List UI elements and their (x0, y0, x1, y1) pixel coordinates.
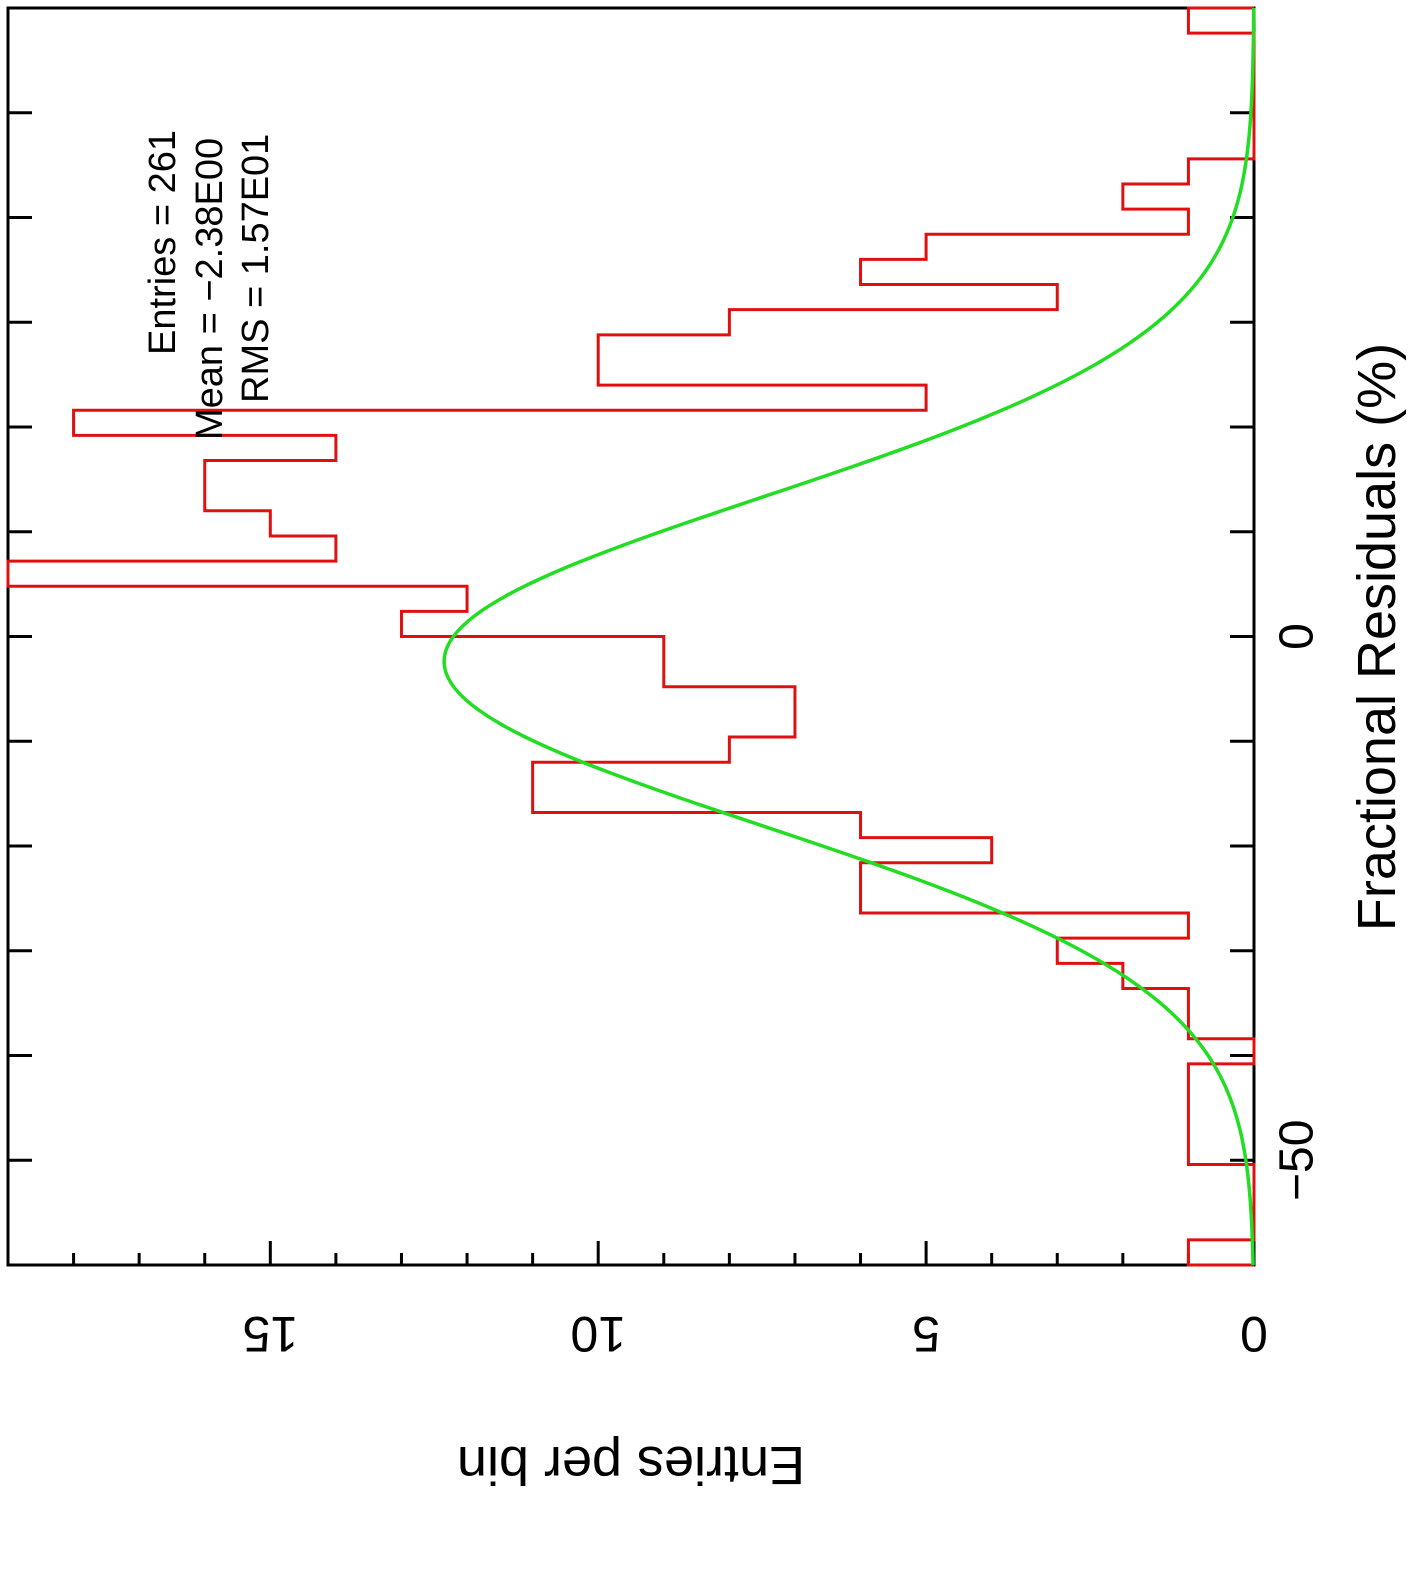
stats-mean: Mean = −2.38E00 (189, 138, 231, 440)
y-tick-label: 5 (912, 1306, 940, 1362)
y-tick-label: 10 (570, 1306, 626, 1362)
y-tick-label: 0 (1240, 1306, 1268, 1362)
axis-ticks (6, 111, 1256, 1265)
tick-labels: 0 −50 0 5 10 15 (243, 623, 1324, 1362)
x-axis-label: Fractional Residuals (%) (1347, 343, 1407, 931)
y-axis-label: Entries per bin (457, 1435, 805, 1495)
gaussian-fit-curve (442, 7, 1256, 1266)
stats-entries: Entries = 261 (142, 130, 184, 355)
x-tick-label: 0 (1271, 623, 1324, 650)
y-tick-label: 15 (243, 1306, 299, 1362)
x-tick-label: −50 (1271, 1120, 1324, 1201)
stats-rms: RMS = 1.57E01 (235, 134, 277, 403)
histogram-step-line (6, 6, 1256, 1267)
